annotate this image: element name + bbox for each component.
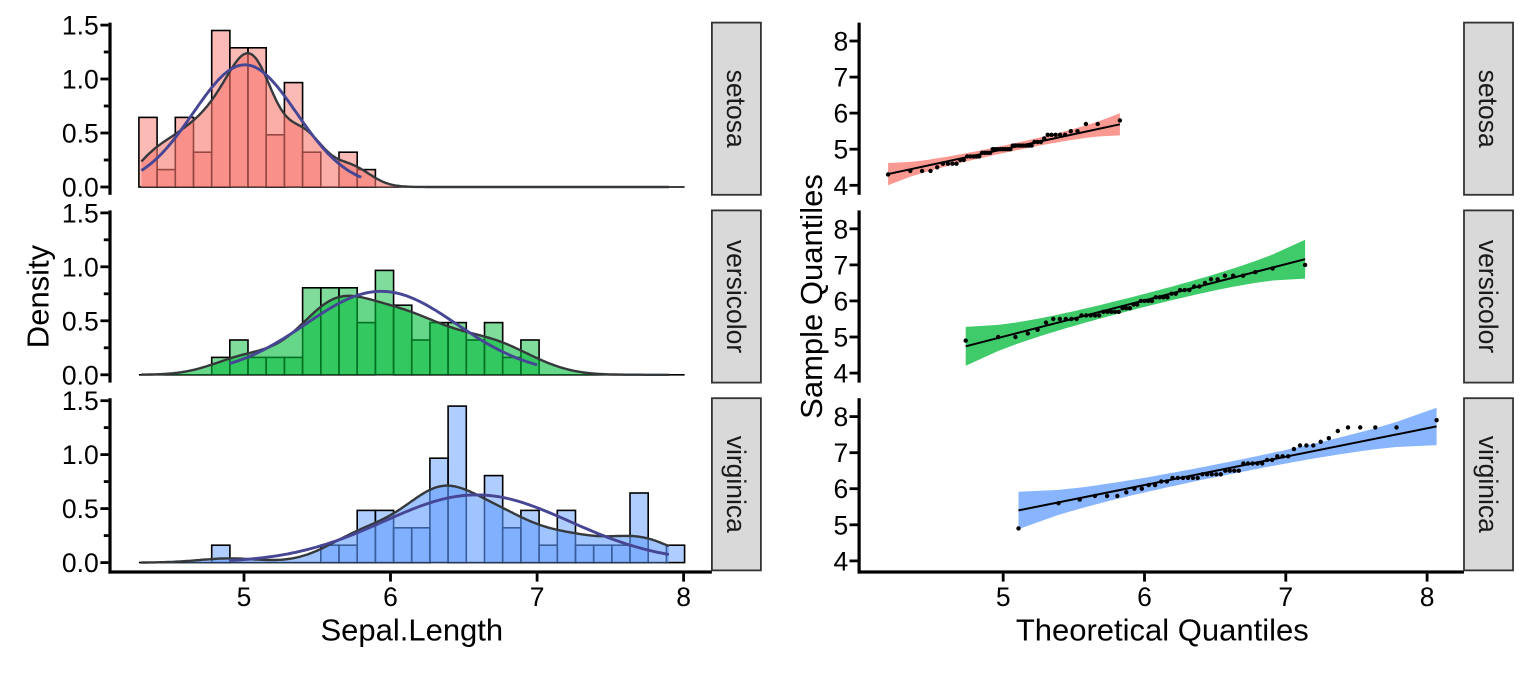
svg-text:8: 8 xyxy=(676,582,691,612)
svg-text:virginica: virginica xyxy=(1473,436,1503,533)
svg-text:0.5: 0.5 xyxy=(62,306,99,336)
svg-text:7: 7 xyxy=(834,63,849,93)
svg-text:0.5: 0.5 xyxy=(62,494,99,524)
svg-text:4: 4 xyxy=(834,546,849,576)
svg-text:8: 8 xyxy=(834,27,849,57)
svg-text:6: 6 xyxy=(1137,582,1152,612)
svg-text:1.5: 1.5 xyxy=(62,198,99,228)
svg-text:setosa: setosa xyxy=(1473,70,1503,148)
svg-text:6: 6 xyxy=(834,474,849,504)
svg-text:4: 4 xyxy=(834,171,849,201)
svg-text:versicolor: versicolor xyxy=(1473,240,1503,354)
svg-text:5: 5 xyxy=(834,510,849,540)
svg-text:Sample Quantiles: Sample Quantiles xyxy=(794,174,829,419)
svg-text:0.0: 0.0 xyxy=(62,173,99,203)
svg-text:7: 7 xyxy=(530,582,545,612)
svg-text:5: 5 xyxy=(237,582,252,612)
svg-text:Theoretical Quantiles: Theoretical Quantiles xyxy=(1016,613,1309,648)
svg-text:5: 5 xyxy=(834,323,849,353)
svg-text:1.0: 1.0 xyxy=(62,65,99,95)
svg-text:0.0: 0.0 xyxy=(62,548,99,578)
svg-text:5: 5 xyxy=(834,135,849,165)
svg-text:versicolor: versicolor xyxy=(721,240,751,354)
svg-text:virginica: virginica xyxy=(721,436,751,533)
svg-text:0.5: 0.5 xyxy=(62,119,99,149)
svg-text:setosa: setosa xyxy=(721,70,751,148)
svg-text:0.0: 0.0 xyxy=(62,360,99,390)
svg-text:Density: Density xyxy=(20,244,55,348)
svg-text:1.5: 1.5 xyxy=(62,386,99,416)
svg-text:1.5: 1.5 xyxy=(62,11,99,41)
svg-text:7: 7 xyxy=(834,438,849,468)
svg-text:6: 6 xyxy=(834,99,849,129)
svg-text:4: 4 xyxy=(834,359,849,389)
svg-text:8: 8 xyxy=(1420,582,1435,612)
svg-text:7: 7 xyxy=(1278,582,1293,612)
svg-text:8: 8 xyxy=(834,402,849,432)
svg-text:Sepal.Length: Sepal.Length xyxy=(320,613,503,648)
svg-text:7: 7 xyxy=(834,250,849,280)
svg-text:8: 8 xyxy=(834,214,849,244)
svg-text:1.0: 1.0 xyxy=(62,252,99,282)
svg-text:6: 6 xyxy=(383,582,398,612)
svg-text:6: 6 xyxy=(834,286,849,316)
svg-text:1.0: 1.0 xyxy=(62,440,99,470)
svg-text:5: 5 xyxy=(996,582,1011,612)
